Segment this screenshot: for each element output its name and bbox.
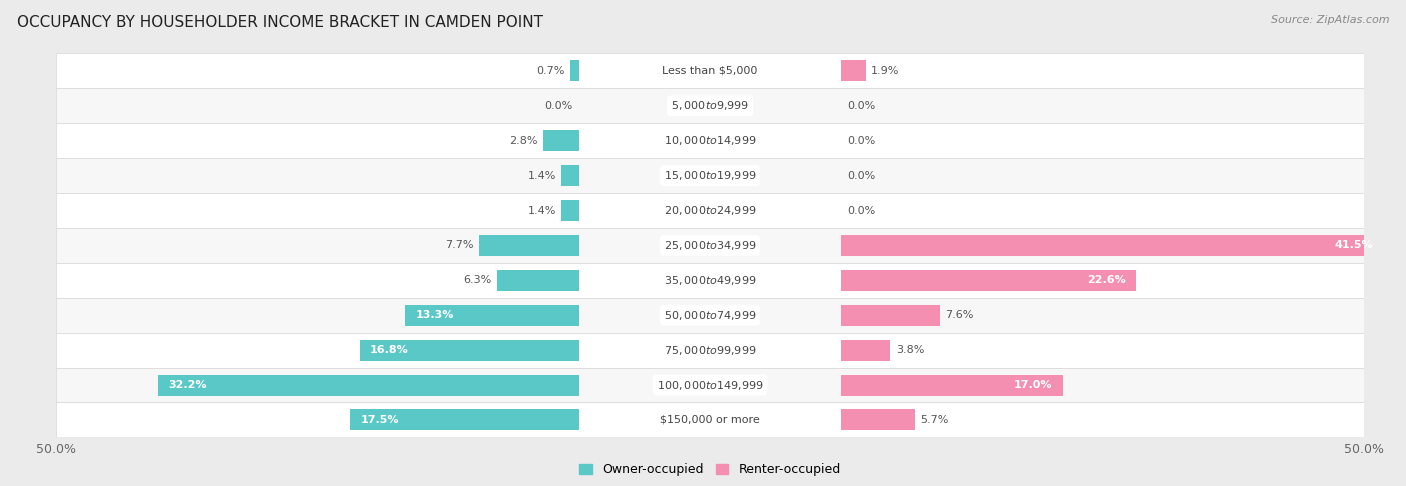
Text: $150,000 or more: $150,000 or more	[661, 415, 759, 425]
Text: $15,000 to $19,999: $15,000 to $19,999	[664, 169, 756, 182]
Text: 6.3%: 6.3%	[464, 276, 492, 285]
Bar	[56, 228, 1364, 263]
Bar	[405, 305, 579, 326]
Bar	[841, 235, 1384, 256]
Text: 0.0%: 0.0%	[848, 171, 876, 181]
Bar	[56, 53, 1364, 88]
Bar	[159, 375, 579, 396]
Text: $50,000 to $74,999: $50,000 to $74,999	[664, 309, 756, 322]
Text: 17.0%: 17.0%	[1014, 380, 1053, 390]
Text: Less than $5,000: Less than $5,000	[662, 66, 758, 76]
Text: 7.7%: 7.7%	[444, 241, 474, 250]
Bar	[561, 165, 579, 186]
Text: $35,000 to $49,999: $35,000 to $49,999	[664, 274, 756, 287]
Text: 5.7%: 5.7%	[921, 415, 949, 425]
Text: $100,000 to $149,999: $100,000 to $149,999	[657, 379, 763, 392]
Bar	[841, 305, 941, 326]
Text: 1.4%: 1.4%	[527, 206, 555, 215]
Text: 16.8%: 16.8%	[370, 345, 409, 355]
Legend: Owner-occupied, Renter-occupied: Owner-occupied, Renter-occupied	[575, 458, 845, 481]
Text: 0.7%: 0.7%	[537, 66, 565, 76]
Bar	[478, 235, 579, 256]
Bar	[561, 200, 579, 221]
Text: 0.0%: 0.0%	[848, 101, 876, 111]
Text: OCCUPANCY BY HOUSEHOLDER INCOME BRACKET IN CAMDEN POINT: OCCUPANCY BY HOUSEHOLDER INCOME BRACKET …	[17, 15, 543, 30]
Bar	[56, 263, 1364, 298]
Bar	[56, 88, 1364, 123]
Bar	[543, 130, 579, 151]
Text: $10,000 to $14,999: $10,000 to $14,999	[664, 134, 756, 147]
Bar	[56, 193, 1364, 228]
Text: 13.3%: 13.3%	[416, 310, 454, 320]
Text: Source: ZipAtlas.com: Source: ZipAtlas.com	[1271, 15, 1389, 25]
Text: 22.6%: 22.6%	[1087, 276, 1126, 285]
Bar	[841, 410, 915, 431]
Bar	[56, 158, 1364, 193]
Text: 1.9%: 1.9%	[870, 66, 900, 76]
Bar	[360, 340, 579, 361]
Bar	[56, 402, 1364, 437]
Bar	[496, 270, 579, 291]
Bar	[841, 340, 890, 361]
Text: 32.2%: 32.2%	[169, 380, 207, 390]
Text: 41.5%: 41.5%	[1334, 241, 1374, 250]
Text: 2.8%: 2.8%	[509, 136, 537, 146]
Text: 17.5%: 17.5%	[361, 415, 399, 425]
Bar	[56, 298, 1364, 333]
Text: 0.0%: 0.0%	[544, 101, 572, 111]
Bar	[841, 375, 1063, 396]
Text: $25,000 to $34,999: $25,000 to $34,999	[664, 239, 756, 252]
Bar	[841, 60, 866, 81]
Bar	[569, 60, 579, 81]
Text: 0.0%: 0.0%	[848, 206, 876, 215]
Text: $5,000 to $9,999: $5,000 to $9,999	[671, 99, 749, 112]
Text: 0.0%: 0.0%	[848, 136, 876, 146]
Text: 1.4%: 1.4%	[527, 171, 555, 181]
Bar	[350, 410, 579, 431]
Bar	[841, 270, 1136, 291]
Text: 7.6%: 7.6%	[945, 310, 974, 320]
Text: $20,000 to $24,999: $20,000 to $24,999	[664, 204, 756, 217]
Bar	[56, 333, 1364, 367]
Bar	[56, 367, 1364, 402]
Bar	[56, 123, 1364, 158]
Text: 3.8%: 3.8%	[896, 345, 924, 355]
Text: $75,000 to $99,999: $75,000 to $99,999	[664, 344, 756, 357]
